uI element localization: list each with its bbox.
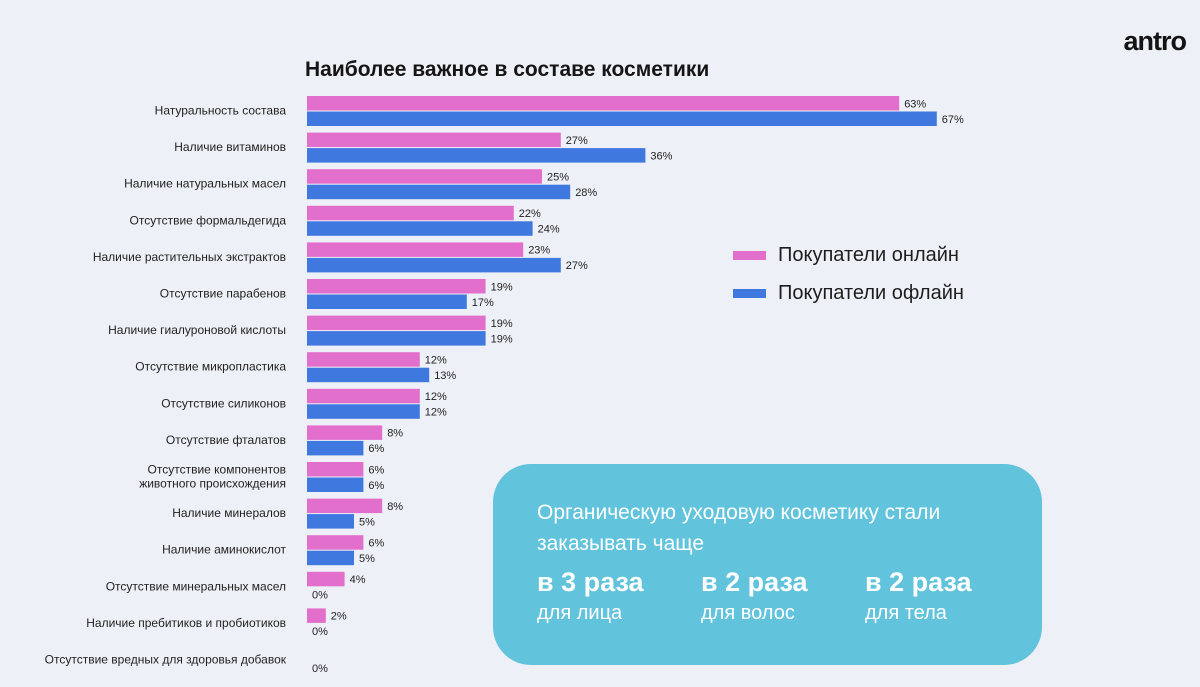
bar-online [307, 608, 326, 623]
bar-online [307, 132, 561, 148]
bar-online [307, 388, 420, 404]
bar-offline [307, 514, 354, 529]
stat-caption: для волос [701, 602, 795, 624]
bar-online [307, 96, 900, 111]
bar-online [307, 462, 364, 477]
chart-title: Наиболее важное в составе косметики [305, 58, 710, 81]
stat-body: в 2 раза для тела [865, 566, 972, 628]
value-label-offline: 0% [312, 626, 328, 638]
value-label-online: 22% [519, 208, 541, 220]
value-label-offline: 13% [434, 370, 456, 382]
value-label-online: 6% [368, 537, 384, 549]
category-label: Отсутствие вредных для здоровья добавок [45, 653, 287, 667]
value-label-online: 63% [904, 98, 926, 110]
bar-online [307, 315, 486, 331]
value-label-offline: 17% [472, 297, 494, 309]
bar-offline [307, 404, 420, 419]
category-label: Отсутствие формальдегида [130, 213, 287, 227]
value-label-offline: 6% [368, 480, 384, 492]
category-label: Отсутствие силиконов [161, 396, 286, 410]
value-label-offline: 28% [575, 187, 597, 199]
stat-face: в 3 раза для лица [537, 566, 644, 628]
callout-text: Органическую уходовую косметику стали за… [537, 501, 941, 555]
value-label-offline: 6% [368, 443, 384, 455]
bar-online [307, 352, 420, 367]
value-label-offline: 67% [942, 114, 964, 126]
value-label-online: 8% [387, 501, 403, 513]
value-label-offline: 12% [425, 407, 447, 419]
value-label-online: 12% [425, 354, 447, 366]
stat-value: в 2 раза [701, 567, 808, 597]
value-label-online: 23% [528, 245, 550, 257]
bar-offline [307, 148, 646, 163]
legend-item-online: Покупатели онлайн [733, 236, 964, 274]
value-label-online: 19% [491, 318, 513, 330]
value-label-offline: 5% [359, 516, 375, 528]
category-label: Наличие гиалуроновой кислоты [108, 323, 286, 337]
antro-logo: antro [1123, 26, 1187, 56]
legend: Покупатели онлайн Покупатели офлайн [733, 236, 964, 312]
bar-online [307, 242, 524, 257]
value-label-offline: 0% [312, 663, 328, 675]
bar-offline [307, 257, 561, 273]
legend-label-offline: Покупатели офлайн [778, 281, 964, 304]
bar-offline [307, 331, 486, 346]
category-label: Отсутствие фталатов [166, 433, 286, 447]
category-label: Наличие натуральных масел [124, 177, 286, 191]
stat-value: в 3 раза [537, 567, 644, 597]
value-label-online: 4% [350, 574, 366, 586]
value-label-online: 6% [368, 464, 384, 476]
value-label-offline: 36% [650, 150, 672, 162]
bar-online [307, 571, 345, 587]
category-label: Наличие пребитиков и пробиотиков [86, 616, 286, 630]
category-label: Отсутствие минеральных масел [106, 579, 286, 593]
bar-offline [307, 221, 533, 236]
legend-item-offline: Покупатели офлайн [733, 274, 964, 312]
value-label-offline: 0% [312, 590, 328, 602]
value-label-offline: 5% [359, 553, 375, 565]
stat-caption: для лица [537, 602, 623, 624]
bar-online [307, 279, 486, 294]
bar-online [307, 205, 514, 221]
value-label-online: 8% [387, 428, 403, 440]
bar-online [307, 425, 383, 440]
stat-caption: для тела [865, 602, 947, 624]
value-label-offline: 19% [491, 333, 513, 345]
value-label-offline: 24% [538, 224, 560, 236]
value-label-online: 27% [566, 135, 588, 147]
category-label: Наличие аминокислот [162, 543, 286, 557]
category-label: Наличие витаминов [174, 140, 286, 154]
bar-online [307, 169, 542, 184]
bar-online [307, 498, 383, 514]
bar-offline [307, 440, 364, 456]
category-label: Отсутствие парабенов [160, 287, 286, 301]
category-label: Наличие минералов [172, 506, 286, 520]
stat-hair: в 2 раза для волос [701, 566, 808, 628]
legend-swatch-offline [733, 288, 766, 298]
category-label: Натуральность состава [155, 104, 287, 118]
value-label-online: 12% [425, 391, 447, 403]
legend-swatch-online [733, 250, 766, 260]
category-label: Отсутствие микропластика [135, 360, 286, 374]
value-label-offline: 27% [566, 260, 588, 272]
bar-offline [307, 367, 430, 383]
value-label-online: 19% [491, 281, 513, 293]
bar-online [307, 535, 364, 550]
bar-offline [307, 550, 354, 566]
category-label: Наличие растительных экстрактов [93, 250, 286, 264]
stat-value: в 2 раза [865, 567, 972, 597]
bar-offline [307, 184, 571, 200]
bar-offline [307, 294, 467, 309]
value-label-online: 25% [547, 171, 569, 183]
category-label: Отсутствие компонентов животного происхож… [139, 463, 286, 491]
callout-panel: Органическую уходовую косметику стали за… [493, 464, 1042, 665]
bar-offline [307, 477, 364, 492]
value-label-online: 2% [331, 611, 347, 623]
legend-label-online: Покупатели онлайн [778, 243, 959, 266]
bar-offline [307, 111, 937, 126]
